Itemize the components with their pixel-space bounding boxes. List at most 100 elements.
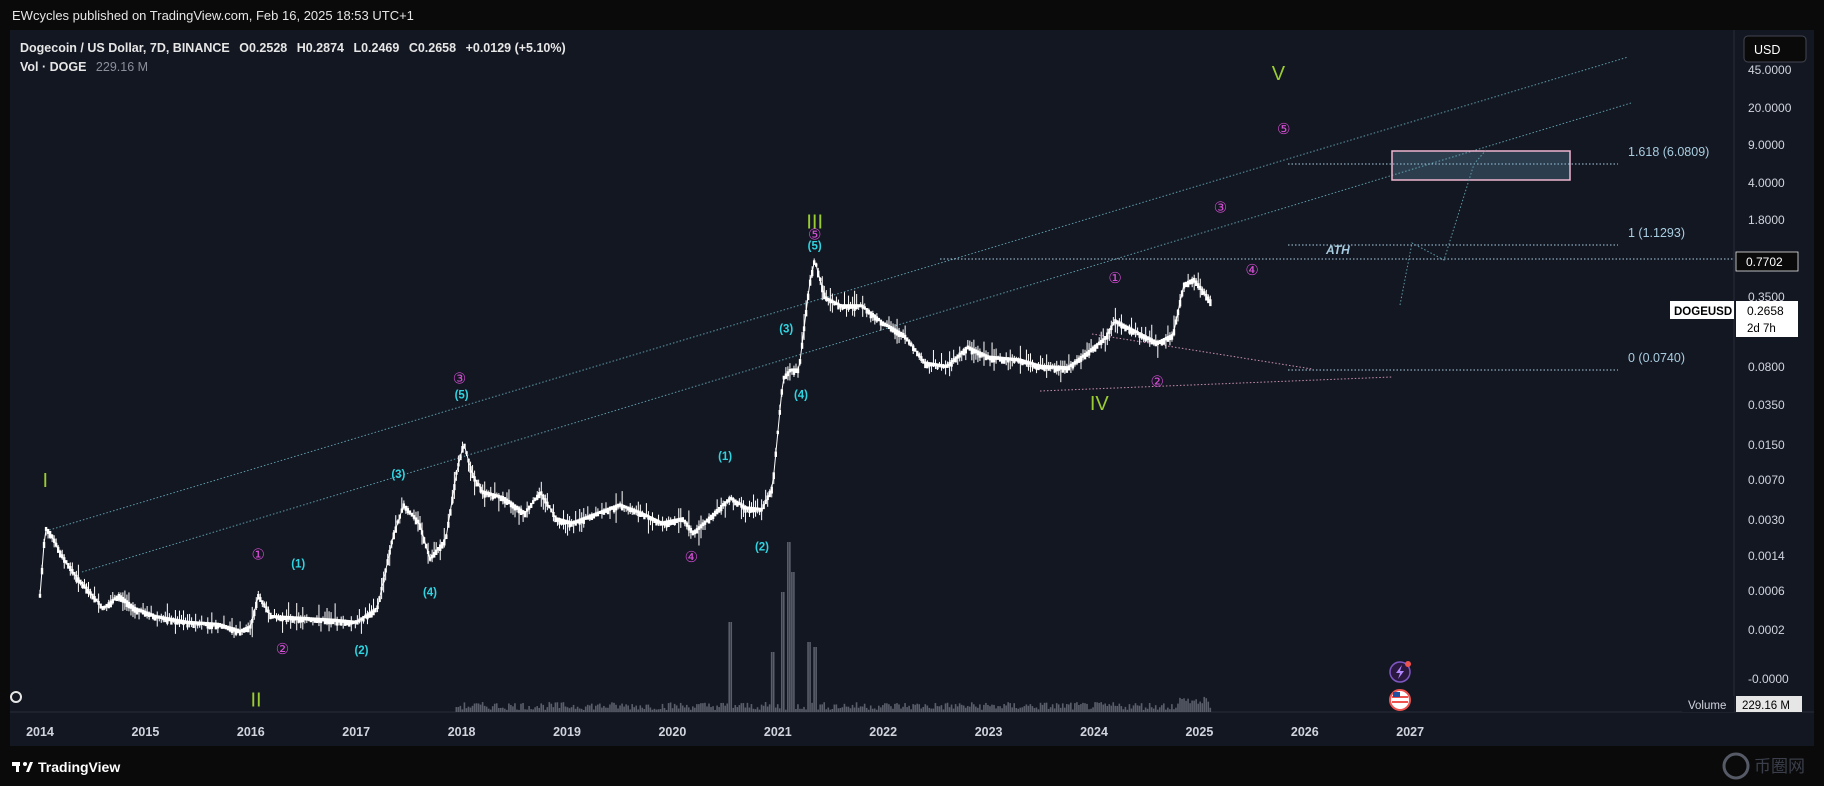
wave-label: ⑤ [1277, 121, 1290, 138]
y-tick-label: 0.3500 [1748, 290, 1785, 304]
price-candle-body [174, 618, 177, 625]
volume-bar [1053, 708, 1056, 712]
volume-bar [789, 542, 791, 712]
volume-bar [995, 708, 997, 712]
volume-bar [712, 706, 714, 712]
flash-icon[interactable] [1389, 661, 1411, 683]
volume-bar [981, 709, 983, 712]
price-candle-body [1140, 333, 1143, 339]
price-candle-body [1128, 326, 1131, 334]
countdown-text: 2d 7h [1747, 323, 1776, 335]
volume-bar [906, 707, 908, 712]
volume-bar [558, 708, 561, 712]
volume-bar [1063, 707, 1066, 712]
volume-bar [1163, 703, 1165, 712]
volume-bar [552, 707, 555, 712]
wave-label: (5) [455, 390, 469, 402]
volume-bar [1037, 709, 1040, 712]
volume-bar [882, 705, 884, 712]
price-candle-body [1087, 349, 1091, 356]
volume-bar [560, 702, 563, 712]
symbol-badge-text: DOGEUSD [1674, 306, 1732, 318]
fib-level-label: 1.618 (6.0809) [1628, 145, 1709, 159]
price-candle-body [669, 519, 672, 526]
projection-path [1399, 149, 1487, 306]
volume-bar [728, 622, 731, 712]
volume-bar [1185, 700, 1187, 712]
currency-button[interactable] [1743, 35, 1807, 63]
volume-bar [1124, 706, 1127, 712]
volume-bar [809, 642, 811, 712]
price-candle-body [897, 330, 901, 337]
volume-bar [1183, 698, 1185, 712]
volume-bar [1173, 709, 1175, 712]
price-candle-body [639, 511, 642, 517]
volume-bar [898, 704, 900, 712]
chart-panel [10, 30, 1814, 746]
volume-bar [566, 707, 569, 712]
volume-bar [839, 707, 842, 712]
price-candle-body [143, 610, 147, 617]
volume-bar [475, 703, 478, 712]
volume-bar [1047, 708, 1050, 712]
footer-brand[interactable]: TradingView [38, 759, 120, 775]
volume-bar [748, 707, 751, 712]
volume-bar [979, 704, 981, 712]
volume-bar [1193, 700, 1195, 712]
volume-bar [754, 709, 757, 712]
price-candle-body [220, 623, 224, 629]
volume-bar [1090, 708, 1092, 712]
volume-bar [582, 709, 585, 712]
us-flag-icon[interactable] [1389, 689, 1411, 711]
price-candle-body [954, 356, 957, 363]
price-candle-body [483, 490, 486, 498]
volume-bar [1025, 704, 1028, 712]
y-tick-labels: 45.000020.00009.00004.00001.80000.35000.… [1748, 63, 1792, 686]
volume-bar [801, 708, 803, 712]
volume-bar [1177, 703, 1179, 712]
volume-bar [1023, 706, 1026, 712]
volume-badge-label-bg [1682, 696, 1734, 712]
wave-label: (1) [291, 559, 305, 571]
volume-bar [807, 642, 809, 712]
price-candle-body [1047, 365, 1050, 371]
wave-label: ③ [453, 370, 466, 387]
volume-bar [922, 707, 925, 712]
price-candle-body [133, 606, 137, 613]
volume-bar [465, 708, 468, 712]
wave-label: II [251, 690, 262, 712]
volume-bar [884, 703, 886, 712]
volume-bar [708, 703, 710, 712]
triangle-upper-line [1091, 333, 1313, 370]
price-candle-body [119, 595, 123, 602]
price-candle-body [950, 360, 953, 367]
volume-bar [865, 707, 868, 712]
volume-bar [574, 708, 577, 712]
fib-level-label: 1 (1.1293) [1628, 226, 1685, 240]
price-candle-body [214, 622, 218, 630]
volume-bar [671, 708, 674, 712]
volume-bar [1092, 707, 1094, 712]
price-candle-body [643, 513, 646, 520]
y-tick-label: 0.0070 [1748, 473, 1785, 487]
price-candle-body [77, 577, 80, 583]
volume-bar [821, 704, 823, 712]
volume-bar [469, 707, 472, 712]
price-candle-body [736, 500, 739, 507]
tradingview-logo-icon[interactable] [12, 762, 33, 772]
price-candle-body [475, 479, 478, 487]
y-tick-label: 9.0000 [1748, 138, 1785, 152]
volume-bar [568, 708, 571, 712]
volume-bar [710, 707, 712, 712]
price-candle-body [125, 600, 129, 607]
volume-bar [502, 707, 504, 712]
volume-bar [930, 708, 933, 712]
wave-label: (3) [779, 323, 793, 335]
volume-bar [993, 704, 995, 712]
price-candle-body [1065, 366, 1069, 373]
price-scale[interactable] [1734, 30, 1814, 712]
price-candle-body [1209, 299, 1212, 307]
price-candle-body [319, 617, 323, 623]
price-candle-body [1170, 334, 1174, 340]
settings-gear-icon[interactable] [10, 691, 22, 703]
